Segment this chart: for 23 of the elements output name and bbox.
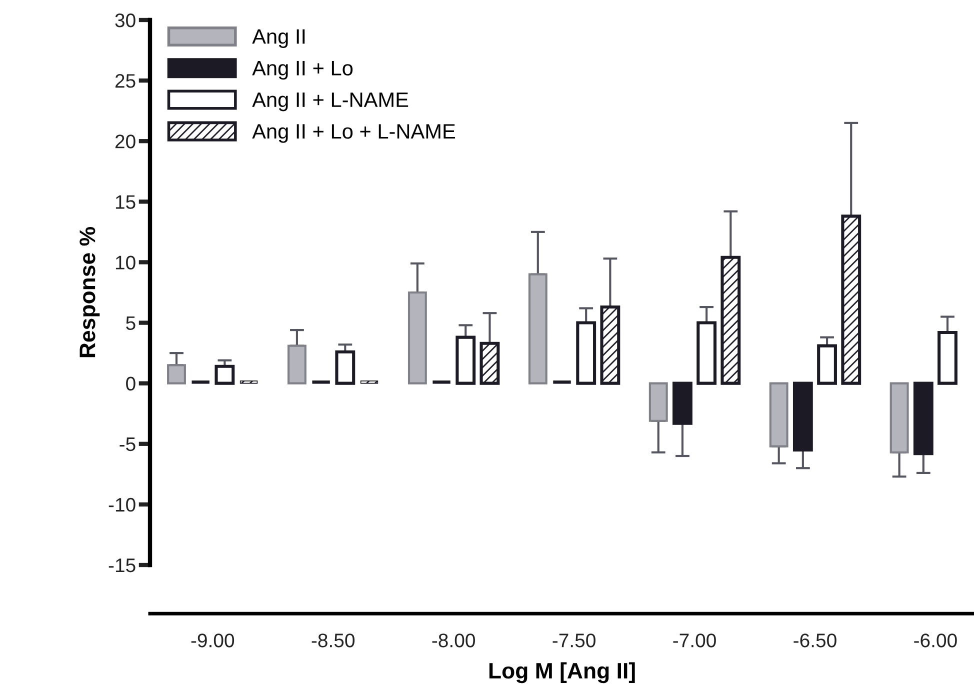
y-tick-label: -10 <box>108 498 136 512</box>
y-tick-label: -15 <box>108 558 136 572</box>
legend-label: Ang II <box>252 29 305 48</box>
y-tick-label: -5 <box>120 438 136 452</box>
legend-label: Ang II + Lo + L-NAME <box>252 124 455 143</box>
x-tick-label: -6.50 <box>794 634 836 648</box>
y-tick-label: 30 <box>115 13 136 28</box>
x-tick-label: -6.00 <box>914 634 957 648</box>
y-tick-label: 10 <box>116 256 136 270</box>
x-tick-label: -9.00 <box>191 634 234 648</box>
legend-label: Ang II + L-NAME <box>252 92 408 112</box>
legend-label: Ang II + Lo <box>252 60 353 80</box>
x-tick-label: -7.50 <box>552 634 596 648</box>
y-tick-label: 25 <box>115 74 136 88</box>
y-tick-label: 15 <box>116 195 136 209</box>
y-axis-title: Response % <box>80 227 100 358</box>
y-tick-label: 0 <box>126 376 136 391</box>
x-axis-title: Log M [Ang II] <box>489 662 635 684</box>
y-tick-label: 5 <box>126 316 136 330</box>
y-tick-label: 20 <box>115 134 136 148</box>
x-tick-label: -8.00 <box>432 634 475 648</box>
x-tick-label: -8.50 <box>312 634 355 648</box>
x-tick-label: -7.00 <box>673 634 716 648</box>
